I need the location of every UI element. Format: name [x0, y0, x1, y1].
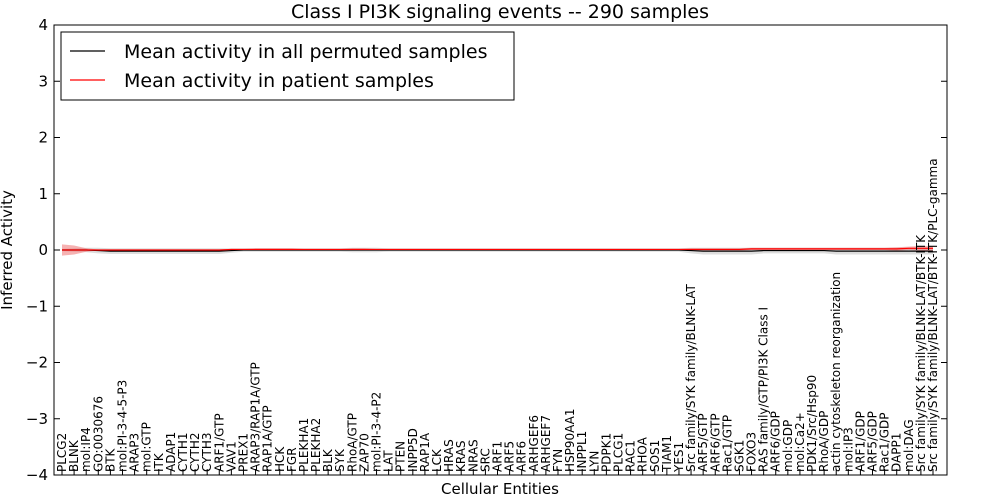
x-tick-label: PREX1 [236, 433, 250, 472]
x-tick-label: ZAP70 [357, 433, 371, 472]
x-tick-label: mol:Ca2+ [793, 412, 807, 472]
x-tick-label: mol:IP3 [841, 427, 855, 472]
x-tick-label: ARHGEF6 [527, 415, 541, 472]
y-tick-label: −2 [26, 354, 48, 372]
x-tick-label: LAT [382, 450, 396, 472]
legend-label-patient: Mean activity in patient samples [124, 70, 434, 92]
x-tick-label: mol:PI-3-4-P2 [370, 392, 384, 472]
x-tick-label: SRC [478, 448, 492, 472]
x-tick-label: RHOA [636, 436, 650, 472]
y-tick-label: 3 [38, 72, 48, 90]
x-tick-label: FGR [285, 447, 299, 472]
x-tick-label: RhoA/GDP [817, 411, 831, 472]
x-tick-label: ARF6/GDP [769, 411, 783, 472]
plot-frame [53, 24, 948, 476]
x-tick-label: GO:0030676 [91, 396, 105, 472]
x-tick-label: SYK [333, 448, 347, 472]
series-line-1 [62, 247, 933, 251]
x-tick-label: Src family/SYK family/BLNK-LAT/BTK-ITK/P… [926, 158, 940, 472]
y-tick-label: 0 [38, 241, 48, 259]
x-tick-label: HCK [273, 446, 287, 472]
legend: Mean activity in all permuted samples Me… [60, 31, 515, 101]
x-tick-label: RAS family/GTP/PI3K Class I [757, 307, 771, 472]
x-tick-label: INPPL1 [575, 431, 589, 472]
x-tick-label: BTK [103, 447, 117, 472]
y-tick-label: 1 [38, 185, 48, 203]
x-tick-label: FOXO3 [745, 432, 759, 472]
x-tick-label: BLK [321, 448, 335, 472]
y-tick-label: 2 [38, 129, 48, 147]
x-tick-label: Src family/SYK family/BLNK-LAT/BTK-ITK [914, 234, 928, 472]
x-tick-label: PDK1/Src/Hsp90 [805, 375, 819, 472]
x-tick-label: Rac1/GTP [720, 415, 734, 472]
x-tick-label: PTEN [394, 441, 408, 472]
x-tick-label: HRAS [442, 439, 456, 472]
x-tick-label: ARAP3 [128, 433, 142, 472]
x-tick-label: LYN [587, 451, 601, 472]
x-tick-label: VAV1 [224, 441, 238, 472]
y-tick-label: 4 [38, 16, 48, 34]
x-tick-label: NRAS [466, 439, 480, 472]
x-tick-labels: PLCG2BLNKmol:IP4GO:0030676BTKmol:PI-3-4-… [55, 158, 940, 475]
x-tick-label: ITK [152, 452, 166, 472]
x-tick-label: PDPK1 [599, 433, 613, 472]
x-tick-label: ARF6/GTP [708, 413, 722, 472]
x-tick-label: INPP5D [406, 428, 420, 472]
legend-box [60, 31, 515, 101]
x-tick-label: ARAP3/RAP1A/GTP [249, 362, 263, 472]
x-tick-label: ARF1/GTP [212, 413, 226, 472]
x-tick-label: RAC1 [624, 440, 638, 472]
legend-label-permuted: Mean activity in all permuted samples [124, 41, 487, 63]
y-tick-label: −3 [26, 410, 48, 428]
x-tick-label: ARF5/GDP [866, 411, 880, 472]
x-tick-label: SOS1 [648, 440, 662, 472]
x-tick-label: YES1 [672, 442, 686, 473]
x-tick-label: ARF5 [503, 441, 517, 472]
x-tick-label: CYTH3 [200, 433, 214, 473]
x-tick-label: mol:PI-3-4-5-P3 [115, 380, 129, 472]
x-tick-label: ADAP1 [164, 432, 178, 472]
x-tick-label: mol:GTP [140, 422, 154, 472]
x-tick-label: BLNK [67, 439, 81, 472]
x-tick-label: Src family/SYK family/BLNK-LAT [684, 283, 698, 472]
x-axis-label: Cellular Entities [441, 480, 559, 498]
x-tick-label: CYTH2 [188, 433, 202, 473]
y-tick-label: −4 [26, 466, 48, 484]
x-tick-label: PLCG1 [611, 433, 625, 472]
chart-title: Class I PI3K signaling events -- 290 sam… [291, 1, 709, 23]
x-tick-label: ARF5/GTP [696, 413, 710, 472]
x-tick-label: TIAM1 [660, 435, 674, 473]
x-tick-label: mol:IP4 [79, 427, 93, 472]
x-tick-label: mol:GDP [781, 420, 795, 472]
x-tick-label: actin cytoskeleton reorganization [829, 272, 843, 472]
x-tick-label: PLEKHA1 [297, 418, 311, 472]
x-tick-label: ARF1/GDP [853, 411, 867, 472]
x-tick-label: LCK [430, 448, 444, 472]
x-tick-label: FYN [551, 449, 565, 472]
x-tick-label: DAPP1 [890, 433, 904, 472]
x-tick-label: HSP90AA1 [563, 408, 577, 472]
x-tick-label: mol:DAG [902, 419, 916, 472]
y-tick-label: −1 [26, 297, 48, 315]
x-tick-label: Rac1/GDP [878, 413, 892, 472]
x-tick-label: RAP1A/GTP [261, 405, 275, 472]
series-lines [62, 247, 933, 252]
x-tick-label: ARF1 [491, 441, 505, 472]
x-tick-label: SGK1 [732, 440, 746, 472]
x-tick-label: ARHGEF7 [539, 415, 553, 472]
x-tick-label: ARF6 [515, 441, 529, 472]
x-tick-label: CYTH1 [176, 433, 190, 473]
y-axis-label: Inferred Activity [0, 190, 16, 310]
x-tick-label: KRAS [454, 440, 468, 472]
x-tick-label: RAP1A [418, 432, 432, 472]
x-tick-label: PLEKHA2 [309, 418, 323, 472]
x-tick-label: RhoA/GTP [345, 413, 359, 472]
x-tick-label: PLCG2 [55, 433, 69, 472]
